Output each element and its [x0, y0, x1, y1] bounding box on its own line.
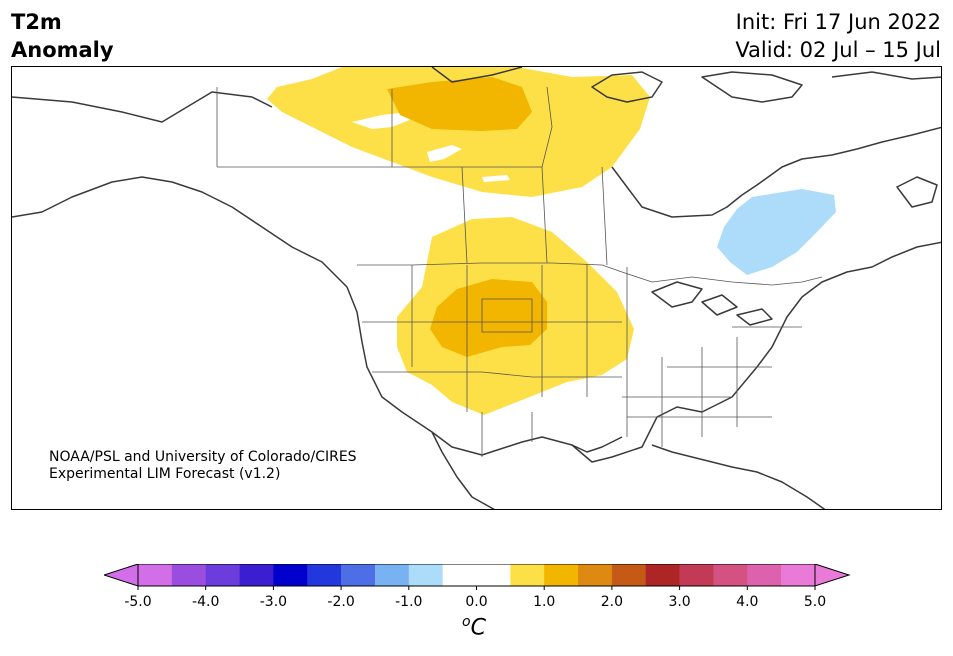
anomaly-map — [11, 66, 942, 510]
colorbar-tick-label: -1.0 — [395, 594, 422, 610]
colorbar-cell — [307, 564, 342, 586]
colorbar-tick-label: -5.0 — [124, 594, 151, 610]
coastlines — [12, 67, 941, 509]
anomaly-quebec-cool — [717, 189, 836, 275]
valid-range: Valid: 02 Jul – 15 Jul — [735, 38, 941, 62]
colorbar-cell — [578, 564, 613, 586]
political-borders — [216, 86, 823, 457]
credit-text: NOAA/PSL and University of Colorado/CIRE… — [49, 449, 357, 483]
colorbar-cell — [645, 564, 680, 586]
title-line-2: Anomaly — [11, 38, 114, 62]
credit-line-2: Experimental LIM Forecast (v1.2) — [49, 466, 281, 482]
degree-superscript: o — [462, 614, 471, 630]
map-title: T2m Anomaly — [11, 8, 114, 64]
colorbar-cell — [205, 564, 240, 586]
colorbar-tick-label: -3.0 — [260, 594, 287, 610]
colorbar-cell — [138, 564, 173, 586]
colorbar-cell — [544, 564, 579, 586]
colorbar-cell — [341, 564, 376, 586]
colorbar-extend-low — [102, 563, 139, 587]
colorbar-tick-label: -2.0 — [327, 594, 354, 610]
colorbar-cell — [273, 564, 308, 586]
colorbar-cell — [679, 564, 714, 586]
colorbar-cell — [510, 564, 545, 586]
colorbar-tick-label: 5.0 — [804, 594, 826, 610]
colorbar-tick-label: 3.0 — [668, 594, 690, 610]
colorbar-cell — [408, 564, 443, 586]
colorbar-cell — [611, 564, 647, 586]
anomaly-canada-warm — [267, 67, 650, 197]
init-date: Init: Fri 17 Jun 2022 — [735, 10, 941, 34]
colorbar-tick-label: 2.0 — [601, 594, 623, 610]
colorbar: -5.0 -4.0 -3.0 -2.0 -1.0 0.0 1.0 2.0 3.0 4.0 5.0 — [102, 563, 854, 618]
colorbar-cell — [781, 564, 816, 586]
colorbar-tick-label: 4.0 — [736, 594, 758, 610]
title-line-1: T2m — [11, 10, 62, 34]
colorbar-cell — [374, 564, 410, 586]
colorbar-tick-label: -4.0 — [192, 594, 219, 610]
colorbar-graphic: -5.0 -4.0 -3.0 -2.0 -1.0 0.0 1.0 2.0 3.0 4.0 5.0 — [102, 563, 851, 610]
colorbar-cell — [747, 564, 782, 586]
credit-line-1: NOAA/PSL and University of Colorado/CIRE… — [49, 449, 357, 465]
colorbar-tick-label: 1.0 — [533, 594, 555, 610]
colorbar-cell — [171, 564, 206, 586]
anomaly-hudson-core — [387, 77, 532, 131]
colorbar-cell — [476, 564, 511, 586]
colorbar-extend-high — [814, 563, 851, 587]
colorbar-unit: oC — [462, 614, 486, 640]
forecast-dates: Init: Fri 17 Jun 2022 Valid: 02 Jul – 15… — [735, 8, 941, 64]
colorbar-tick-label: 0.0 — [465, 594, 487, 610]
anomaly-rockies-core — [430, 279, 547, 357]
colorbar-cell — [713, 564, 748, 586]
unit-letter: C — [470, 615, 486, 641]
colorbar-cell — [239, 564, 274, 586]
colorbar-cell — [442, 564, 477, 586]
